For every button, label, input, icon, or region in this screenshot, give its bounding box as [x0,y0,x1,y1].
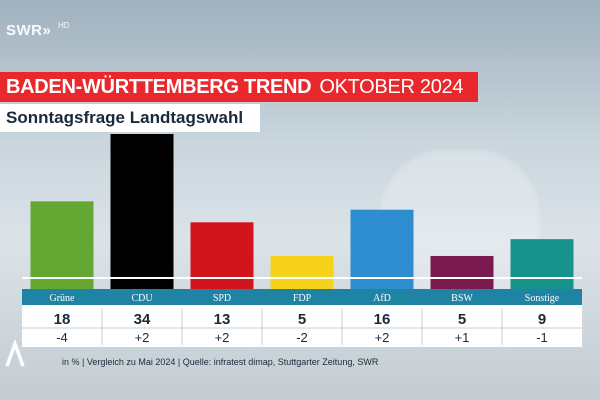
channel-logo: SWR» [6,22,52,39]
category-label: AfD [373,293,391,304]
value-label: 18 [54,311,71,328]
value-label: 5 [458,311,466,328]
category-label: Grüne [50,293,76,304]
change-label: +2 [135,330,150,345]
title-bar: BADEN-WÜRTTEMBERG TREND OKTOBER 2024 [0,72,478,102]
bar [350,209,414,289]
change-label: +2 [375,330,390,345]
source-note: in % | Vergleich zu Mai 2024 | Quelle: i… [62,357,379,367]
bar [30,201,94,289]
bar [270,255,334,289]
corner-arrow-icon [5,340,25,367]
chart-subtitle: Sonntagsfrage Landtagswahl [6,108,244,127]
category-label: CDU [131,293,153,304]
category-label: FDP [293,293,312,304]
bar [430,255,494,289]
change-label: -1 [536,330,548,345]
category-band [22,289,582,305]
bar [110,134,174,289]
change-label: -2 [296,330,308,345]
category-label: Sonstige [525,293,560,304]
bar [510,239,574,289]
channel-hd-badge: HD [58,21,70,30]
value-label: 34 [134,311,151,328]
value-label: 13 [214,311,231,328]
change-label: +2 [215,330,230,345]
page-title: BADEN-WÜRTTEMBERG TREND [6,75,312,98]
value-label: 5 [298,311,306,328]
baseline [22,277,582,279]
value-label: 9 [538,311,546,328]
values-table [22,305,582,347]
category-label: SPD [213,293,231,304]
value-label: 16 [374,311,391,328]
subtitle-bar: Sonntagsfrage Landtagswahl [0,104,260,132]
change-label: -4 [56,330,68,345]
page-title-date: OKTOBER 2024 [319,75,464,98]
category-label: BSW [451,293,473,304]
change-label: +1 [455,330,470,345]
